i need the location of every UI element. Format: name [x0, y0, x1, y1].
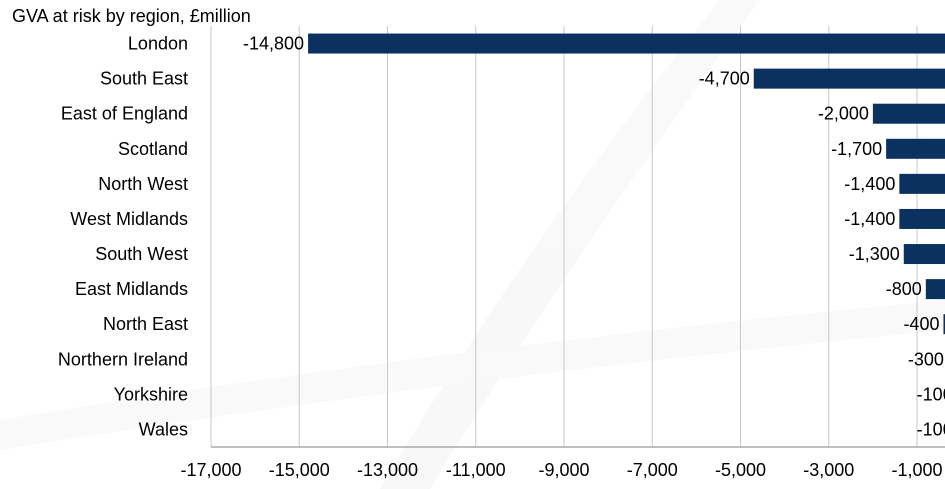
category-label: Northern Ireland: [58, 349, 188, 369]
category-label: Wales: [139, 419, 188, 439]
data-label: -1,700: [831, 139, 882, 159]
x-tick-label: -1,000: [891, 460, 942, 480]
x-tick-label: -7,000: [627, 460, 678, 480]
category-label: London: [128, 34, 188, 54]
x-tick-label: -9,000: [538, 460, 589, 480]
data-labels: -14,800 -4,700 -2,000 -1,700 -1,400 -1,400 -1,…: [243, 34, 945, 440]
data-label: -1,300: [849, 244, 900, 264]
chart-title: GVA at risk by region, £million: [12, 6, 251, 26]
bar: [872, 103, 945, 124]
bar: [903, 244, 945, 265]
data-label: -100: [917, 384, 945, 404]
category-label: North East: [103, 314, 188, 334]
data-label: -300: [908, 349, 944, 369]
data-label: -1,400: [844, 209, 895, 229]
data-label: -1,400: [844, 174, 895, 194]
x-tick-label: -11,000: [446, 460, 506, 480]
gridlines: [210, 26, 918, 447]
x-tick-label: -17,000: [180, 460, 241, 480]
data-label: -800: [886, 279, 922, 299]
bar: [308, 33, 945, 54]
category-label: West Midlands: [70, 209, 188, 229]
data-label: -14,800: [243, 34, 304, 54]
x-axis-tick-labels: -17,000 -15,000 -13,000 -11,000 -9,000 -7,000…: [180, 460, 942, 480]
bar: [753, 68, 945, 89]
data-label: -400: [903, 314, 939, 334]
category-label: East Midlands: [75, 279, 188, 299]
bar: [899, 173, 945, 194]
category-label: South West: [95, 244, 188, 264]
category-labels: London South East East of England Scotland N…: [58, 34, 188, 440]
data-label: -2,000: [818, 104, 869, 124]
x-tick-label: -3,000: [803, 460, 854, 480]
x-tick-label: -15,000: [269, 460, 330, 480]
data-label: -100: [917, 419, 945, 439]
x-tick-label: -13,000: [357, 460, 418, 480]
category-label: Scotland: [118, 139, 188, 159]
bar: [886, 138, 945, 159]
bar: [943, 314, 945, 335]
category-label: South East: [100, 69, 188, 89]
category-label: East of England: [61, 104, 188, 124]
bars: [308, 33, 945, 335]
category-label: North West: [98, 174, 188, 194]
bar: [899, 208, 945, 229]
data-label: -4,700: [699, 69, 750, 89]
category-label: Yorkshire: [114, 384, 188, 404]
bar: [925, 279, 945, 300]
x-tick-label: -5,000: [715, 460, 766, 480]
